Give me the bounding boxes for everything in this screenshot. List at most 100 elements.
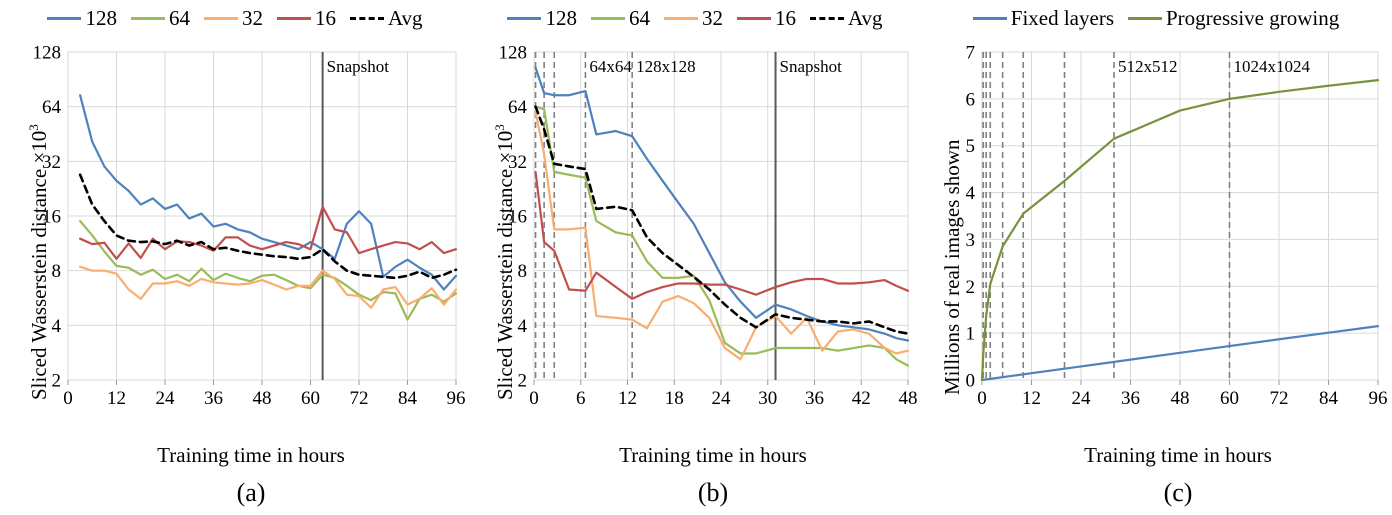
svg-text:72: 72 [350, 388, 369, 409]
svg-text:1024x1024: 1024x1024 [1234, 57, 1311, 76]
series-line-avg [78, 173, 458, 280]
panel-a-y-axis-label-exponent: 3 [26, 124, 41, 131]
svg-text:36: 36 [805, 388, 824, 409]
series-line-128 [534, 66, 910, 342]
svg-text:72: 72 [1270, 388, 1289, 409]
series-line-fixed-layers [980, 325, 1380, 382]
svg-text:128: 128 [499, 43, 528, 64]
series-line-64 [79, 219, 458, 321]
panel-c-legend: Fixed layers Progressive growing [920, 8, 1392, 29]
svg-text:512x512: 512x512 [1118, 57, 1178, 76]
svg-text:128x128: 128x128 [636, 57, 696, 76]
legend-swatch-128-icon [507, 17, 542, 20]
svg-text:32: 32 [508, 152, 527, 173]
legend-swatch-128-icon [47, 17, 82, 20]
panel-b-caption: (b) [697, 478, 729, 507]
legend-label: Avg [847, 6, 883, 30]
svg-text:16: 16 [508, 207, 527, 228]
svg-text:24: 24 [156, 388, 176, 409]
legend-label: 64 [168, 6, 190, 30]
panel-c-plot: 0 1 2 3 4 5 6 7 0 12 24 36 48 60 72 84 96 512x512 1024x102… [920, 40, 1392, 420]
panel-a-legend: 128 64 32 16 Avg [0, 8, 470, 29]
legend-label: 32 [241, 6, 263, 30]
panel-a-plot: 2 4 8 16 32 64 128 0 12 24 36 48 60 72 84 96 Snapshot [0, 40, 470, 420]
panel-b-y-axis-label-exponent: 3 [492, 124, 507, 131]
svg-text:32: 32 [42, 152, 61, 173]
svg-text:2: 2 [518, 371, 528, 392]
svg-text:84: 84 [398, 388, 418, 409]
panel-b-y-axis-label: Sliced Wasserstein distance ×103 [492, 124, 518, 400]
legend-label: 32 [701, 6, 723, 30]
svg-text:2: 2 [966, 277, 976, 298]
svg-text:Snapshot: Snapshot [780, 57, 843, 76]
panel-b-x-axis-label: Training time in hours [619, 443, 807, 467]
legend-item-64[interactable]: 64 [130, 6, 190, 30]
legend-swatch-32-icon [203, 17, 238, 20]
svg-text:24: 24 [1072, 388, 1092, 409]
svg-text:48: 48 [899, 388, 918, 409]
legend-label: 128 [545, 6, 577, 30]
svg-text:64x64: 64x64 [589, 57, 632, 76]
legend-swatch-64-icon [590, 17, 625, 20]
panel-a-x-axis-label: Training time in hours [157, 443, 345, 467]
legend-swatch-32-icon [663, 17, 698, 20]
svg-text:60: 60 [1220, 388, 1239, 409]
legend-swatch-avg-icon [809, 17, 844, 20]
svg-text:96: 96 [1369, 388, 1388, 409]
panel-a-y-axis-label-text: Sliced Wasserstein distance ×10 [27, 130, 51, 400]
svg-text:24: 24 [712, 388, 732, 409]
legend-item-fixed-layers[interactable]: Fixed layers [972, 8, 1114, 29]
panel-b-y-axis-label-text: Sliced Wasserstein distance ×10 [493, 130, 517, 400]
svg-text:1: 1 [966, 324, 976, 345]
legend-swatch-fixed-layers-icon [972, 17, 1007, 20]
legend-item-128[interactable]: 128 [47, 8, 117, 29]
svg-text:8: 8 [518, 261, 528, 282]
svg-text:4: 4 [966, 183, 976, 204]
panel-c-y-axis-label-text: Millions of real images shown [940, 139, 964, 395]
legend-swatch-progressive-growing-icon [1128, 17, 1162, 20]
legend-item-64[interactable]: 64 [590, 8, 650, 29]
panel-a-caption: (a) [236, 478, 266, 507]
svg-text:4: 4 [518, 316, 528, 337]
legend-swatch-16-icon [276, 17, 311, 20]
panel-b-plot: 2 4 8 16 32 64 128 0 6 12 18 24 30 36 42 48 64x64 128x128… [470, 40, 920, 420]
svg-text:84: 84 [1319, 388, 1339, 409]
legend-item-32[interactable]: 32 [203, 6, 263, 30]
legend-label: 128 [85, 6, 117, 30]
legend-swatch-16-icon [736, 17, 771, 20]
legend-label: Avg [387, 6, 423, 30]
svg-text:12: 12 [1022, 388, 1041, 409]
panel-b-legend: 128 64 32 16 Avg [470, 8, 920, 29]
svg-text:7: 7 [966, 43, 976, 64]
svg-text:128: 128 [33, 43, 62, 64]
svg-text:48: 48 [1171, 388, 1190, 409]
legend-item-32[interactable]: 32 [663, 6, 723, 30]
legend-item-avg[interactable]: Avg [349, 6, 423, 30]
svg-text:36: 36 [204, 388, 223, 409]
series-line-32 [534, 110, 910, 361]
svg-text:Snapshot: Snapshot [327, 57, 390, 76]
svg-text:0: 0 [63, 388, 73, 409]
svg-text:3: 3 [966, 230, 976, 251]
legend-item-progressive-growing[interactable]: Progressive growing [1128, 8, 1339, 29]
legend-item-16[interactable]: 16 [276, 8, 336, 29]
svg-text:36: 36 [1121, 388, 1140, 409]
svg-text:48: 48 [253, 388, 272, 409]
series-line-32 [79, 265, 458, 309]
legend-item-16[interactable]: 16 [736, 8, 796, 29]
svg-text:5: 5 [966, 136, 976, 157]
panel-a: 128 64 32 16 Avg 2 4 8 16 32 64 128 0 12 24 36 48 60 72 84… [0, 0, 470, 515]
svg-text:30: 30 [758, 388, 777, 409]
legend-swatch-64-icon [130, 17, 165, 20]
svg-text:16: 16 [42, 207, 61, 228]
svg-text:64: 64 [42, 97, 62, 118]
svg-text:64: 64 [508, 97, 528, 118]
legend-item-avg[interactable]: Avg [809, 6, 883, 30]
legend-item-128[interactable]: 128 [507, 8, 577, 29]
panel-b: 128 64 32 16 Avg 2 4 8 16 32 64 128 0 6 12 18 24 30 36 42 4… [470, 0, 920, 515]
svg-text:2: 2 [52, 371, 62, 392]
